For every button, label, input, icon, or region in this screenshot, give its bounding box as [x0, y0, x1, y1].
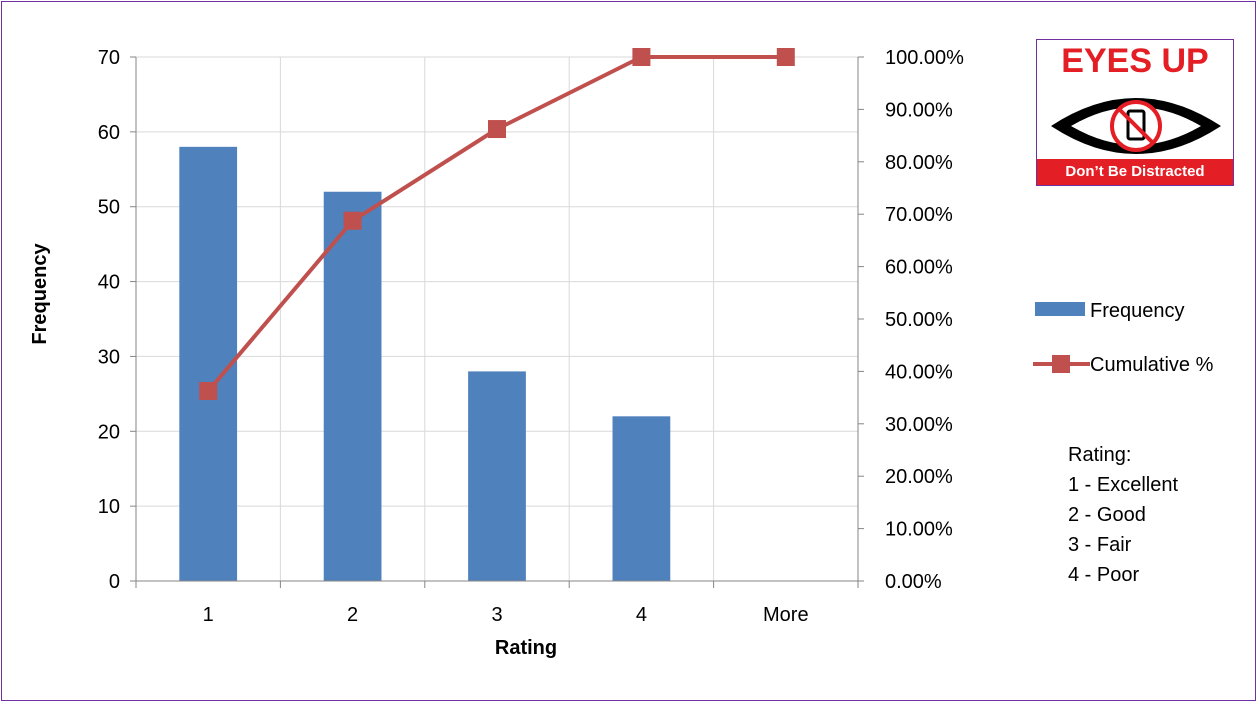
y-tick-label: 30 [98, 346, 120, 368]
eyes-up-logo: EYES UP Don’t Be Distracted [1036, 39, 1234, 186]
y2-tick-label: 90.00% [885, 99, 953, 121]
x-tick-label: More [763, 604, 809, 626]
bar-frequency [612, 416, 671, 581]
cumulative-point [776, 48, 795, 66]
rating-note-item-2: 2 - Good [1068, 504, 1146, 526]
y-tick-label: 20 [98, 421, 120, 443]
y2-tick-label: 60.00% [885, 257, 953, 279]
rating-note-item-1: 1 - Excellent [1068, 474, 1179, 496]
y2-tick-label: 70.00% [885, 204, 953, 226]
y2-tick-label: 100.00% [885, 47, 964, 69]
y-tick-label: 10 [98, 496, 120, 518]
x-tick-label: 3 [491, 604, 502, 626]
x-tick-label: 1 [203, 604, 214, 626]
legend-cumulative-marker [1052, 355, 1070, 373]
y2-tick-label: 80.00% [885, 152, 953, 174]
y2-tick-label: 50.00% [885, 309, 953, 331]
y-tick-label: 50 [98, 197, 120, 219]
y-tick-label: 60 [98, 122, 120, 144]
bar-frequency [323, 191, 382, 581]
eye-no-phone-icon [1051, 98, 1221, 154]
y-tick-label: 70 [98, 47, 120, 69]
bar-frequency [179, 146, 238, 582]
x-tick-label: 2 [347, 604, 358, 626]
y2-tick-label: 20.00% [885, 466, 953, 488]
x-tick-label: 4 [636, 604, 647, 626]
rating-note-item-3: 3 - Fair [1068, 534, 1132, 556]
y2-tick-label: 40.00% [885, 361, 953, 383]
cumulative-point [488, 120, 506, 139]
legend-frequency-label: Frequency [1090, 300, 1185, 322]
y2-tick-label: 0.00% [885, 571, 942, 593]
rating-note-item-4: 4 - Poor [1068, 564, 1140, 586]
cumulative-point [343, 211, 362, 230]
logo-subtitle: Don’t Be Distracted [1037, 159, 1233, 185]
axes [130, 56, 864, 588]
legend: Frequency Cumulative % [1033, 300, 1214, 376]
y-axis-title: Frequency [29, 243, 51, 345]
y2-tick-label: 10.00% [885, 519, 953, 541]
cumulative-point [632, 48, 651, 66]
rating-note: Rating: 1 - Excellent 2 - Good 3 - Fair … [1068, 440, 1178, 590]
cumulative-line [199, 48, 795, 401]
legend-frequency-swatch [1035, 302, 1085, 316]
y-tick-label: 0 [109, 571, 120, 593]
bar-frequency [468, 371, 526, 581]
legend-cumulative-label: Cumulative % [1090, 354, 1214, 376]
y2-tick-label: 30.00% [885, 414, 953, 436]
x-axis-title: Rating [495, 637, 557, 659]
logo-title: EYES UP [1061, 42, 1209, 80]
bars [179, 146, 671, 582]
pareto-chart: 0 10 20 30 40 50 60 70 0.00% 10.00% 20.00% 30.00% 40… [29, 47, 1214, 659]
y-tick-label: 40 [98, 272, 120, 294]
rating-note-title: Rating: [1068, 444, 1132, 466]
tick-labels: 0 10 20 30 40 50 60 70 0.00% 10.00% 20.00% 30.00% 40… [98, 47, 964, 626]
cumulative-series-line [206, 55, 786, 393]
cumulative-point [199, 382, 218, 401]
